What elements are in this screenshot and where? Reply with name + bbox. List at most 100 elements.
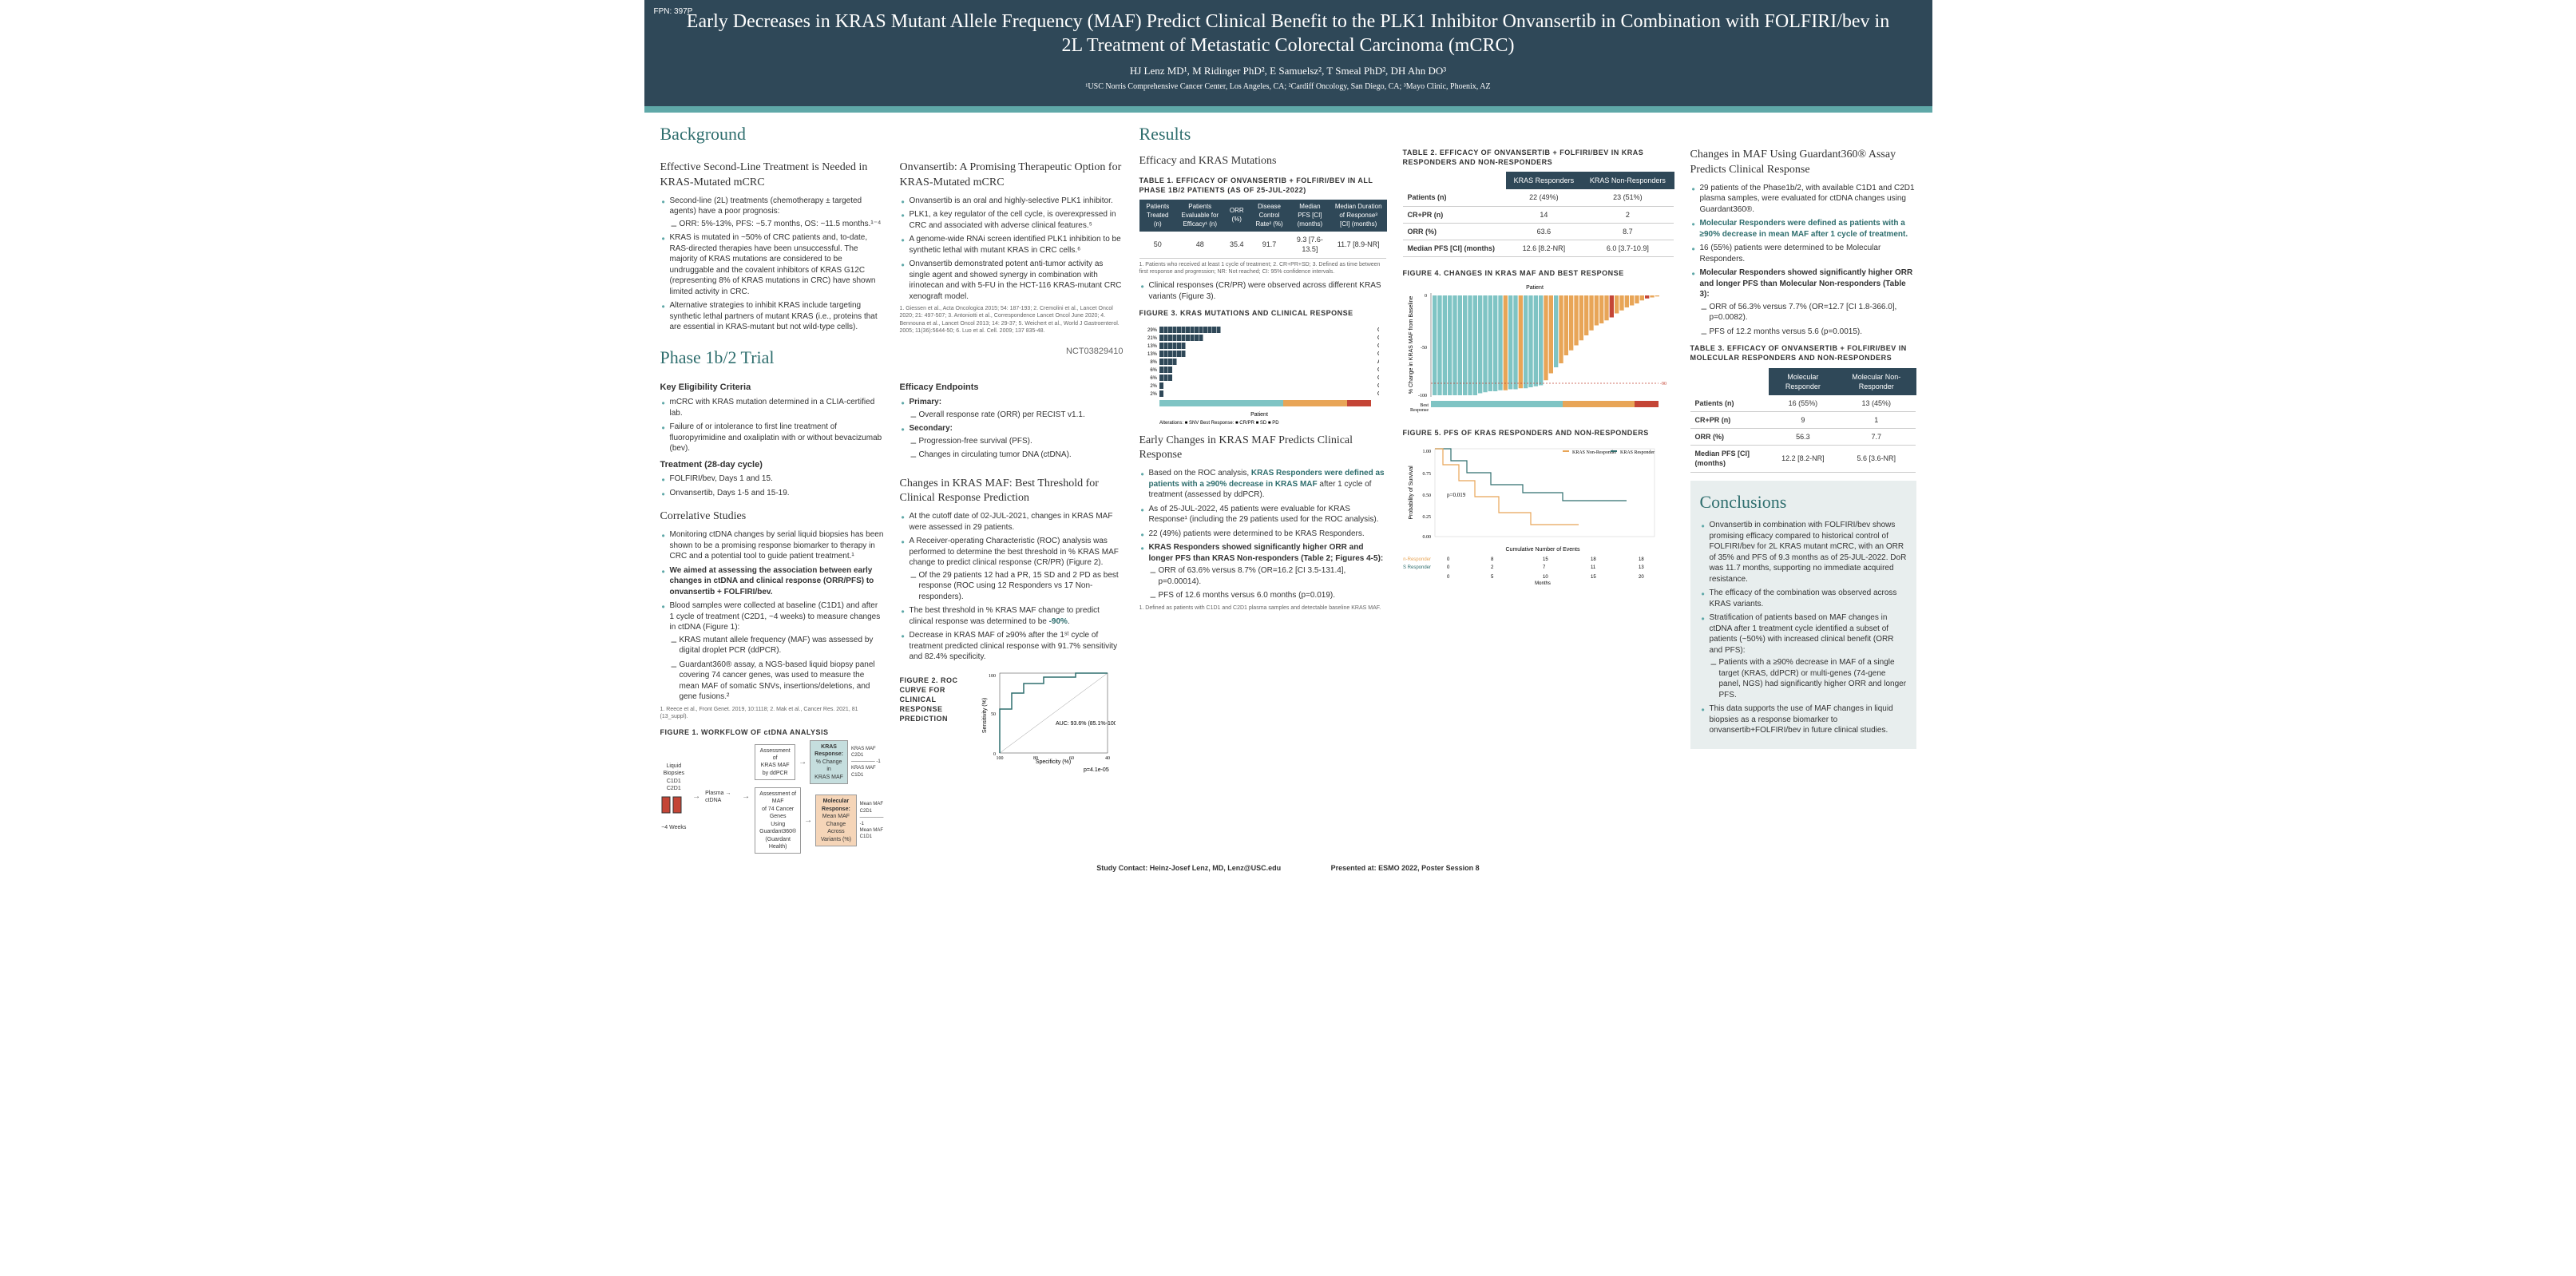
bg-refs: 1. Giessen et al., Acta Oncologica 2015;… xyxy=(900,305,1124,335)
conc-heading: Conclusions xyxy=(1700,490,1907,514)
eff-list: Primary: Overall response rate (ORR) per… xyxy=(900,397,1124,461)
table2: KRAS RespondersKRAS Non-Responders Patie… xyxy=(1403,172,1674,257)
svg-text:0.75: 0.75 xyxy=(1422,472,1431,477)
svg-text:KRAS Non-Responder: KRAS Non-Responder xyxy=(1572,450,1617,455)
svg-text:2: 2 xyxy=(1491,565,1494,570)
fig2-roc-curve: Specificity (%) Sensitivity (%) 100 80 6… xyxy=(980,669,1116,773)
svg-text:Probability of Survival: Probability of Survival xyxy=(1409,466,1414,520)
svg-text:Alterations: ■ SNV Best Resp: Alterations: ■ SNV Best Response: ■ CR/P… xyxy=(1159,421,1279,426)
svg-text:0: 0 xyxy=(1425,294,1427,299)
svg-text:Response: Response xyxy=(1410,408,1429,413)
svg-text:0.25: 0.25 xyxy=(1422,515,1431,520)
bg-list1: Second-line (2L) treatments (chemotherap… xyxy=(660,196,884,333)
svg-text:0: 0 xyxy=(1447,575,1450,580)
fig5-title: FIGURE 5. PFS OF KRAS RESPONDERS AND NON… xyxy=(1403,428,1674,438)
svg-text:10: 10 xyxy=(1543,575,1548,580)
corr-list: Monitoring ctDNA changes by serial liqui… xyxy=(660,529,884,703)
results-heading: Results xyxy=(1139,122,1387,146)
svg-text:-100: -100 xyxy=(1418,394,1427,398)
conc-list: Onvansertib in combination with FOLFIRI/… xyxy=(1700,520,1907,736)
tbl1-footnote: 1. Patients who received at least 1 cycl… xyxy=(1139,261,1387,276)
svg-text:100: 100 xyxy=(996,756,1003,761)
fig1-title: FIGURE 1. WORKFLOW OF ctDNA ANALYSIS xyxy=(660,727,884,737)
svg-text:13%: 13% xyxy=(1147,352,1157,357)
tbl1-title: TABLE 1. EFFICACY OF ONVANSERTIB + FOLFI… xyxy=(1139,176,1387,195)
table3: Molecular ResponderMolecular Non-Respond… xyxy=(1690,368,1916,473)
svg-text:13%: 13% xyxy=(1147,344,1157,349)
eff-heading: Efficacy Endpoints xyxy=(900,382,1124,394)
maf-list: At the cutoff date of 02-JUL-2021, chang… xyxy=(900,511,1124,663)
svg-text:A146T: A146T xyxy=(1377,359,1379,365)
svg-text:G12C: G12C xyxy=(1377,367,1379,373)
early-heading: Early Changes in KRAS MAF Predicts Clini… xyxy=(1139,434,1387,464)
svg-text:Specificity (%): Specificity (%) xyxy=(1035,759,1070,765)
svg-text:6%: 6% xyxy=(1150,376,1157,381)
tbl2-title: TABLE 2. EFFICACY OF ONVANSERTIB + FOLFI… xyxy=(1403,148,1674,167)
maf-heading: Changes in KRAS MAF: Best Threshold for … xyxy=(900,477,1124,507)
svg-text:p=0.019: p=0.019 xyxy=(1447,492,1466,498)
svg-text:13: 13 xyxy=(1639,565,1644,570)
svg-text:-90% Cutoff: -90% Cutoff xyxy=(1660,381,1666,386)
g360-list: 29 patients of the Phase1b/2, with avail… xyxy=(1690,183,1916,338)
bg-sub1: Effective Second-Line Treatment is Neede… xyxy=(660,160,884,191)
svg-text:Sensitivity (%): Sensitivity (%) xyxy=(982,698,988,733)
svg-text:p=4.1e-05: p=4.1e-05 xyxy=(1084,767,1109,773)
svg-text:18: 18 xyxy=(1639,557,1644,562)
svg-text:0: 0 xyxy=(993,752,996,757)
res-sub1: Efficacy and KRAS Mutations xyxy=(1139,154,1387,169)
trial-heading: Phase 1b/2 Trial NCT03829410 xyxy=(660,346,1124,370)
poster-header: FPN: 397P Early Decreases in KRAS Mutant… xyxy=(644,0,1932,106)
bg-sub2: Onvansertib: A Promising Therapeutic Opt… xyxy=(900,160,1124,191)
svg-text:G12S: G12S xyxy=(1377,375,1379,381)
divider-bar xyxy=(644,106,1932,113)
svg-text:0: 0 xyxy=(1447,565,1450,570)
svg-text:60: 60 xyxy=(1069,756,1074,761)
svg-text:0: 0 xyxy=(1447,557,1450,562)
authors: HJ Lenz MD¹, M Ridinger PhD², E Samuelsz… xyxy=(676,64,1900,78)
svg-text:80: 80 xyxy=(1033,756,1038,761)
svg-text:100: 100 xyxy=(989,674,996,679)
treat-heading: Treatment (28-day cycle) xyxy=(660,459,884,471)
kec-heading: Key Eligibility Criteria xyxy=(660,382,884,394)
svg-text:Patient: Patient xyxy=(1526,285,1544,291)
early-list: Based on the ROC analysis, KRAS Responde… xyxy=(1139,468,1387,601)
svg-text:15: 15 xyxy=(1543,557,1548,562)
svg-text:Cumulative Number of Events: Cumulative Number of Events xyxy=(1505,547,1579,553)
svg-text:0.00: 0.00 xyxy=(1422,535,1431,540)
conclusions-box: Conclusions Onvansertib in combination w… xyxy=(1690,481,1916,749)
g360-heading: Changes in MAF Using Guardant360® Assay … xyxy=(1690,148,1916,178)
fig2-title: FIGURE 2. ROC CURVE FOR CLINICAL RESPONS… xyxy=(900,676,972,770)
svg-text:8: 8 xyxy=(1491,557,1494,562)
svg-text:G12D: G12D xyxy=(1377,327,1379,333)
svg-text:2%: 2% xyxy=(1150,384,1157,389)
fig5-km: p=0.019 Probability of Survival 1.00 0.7… xyxy=(1403,441,1666,585)
svg-text:KRAS Responder: KRAS Responder xyxy=(1620,450,1655,455)
svg-text:% Change in KRAS MAF from Base: % Change in KRAS MAF from Baseline xyxy=(1409,296,1414,394)
kec-list: mCRC with KRAS mutation determined in a … xyxy=(660,397,884,454)
svg-text:29%: 29% xyxy=(1147,328,1157,333)
fig3-title: FIGURE 3. KRAS MUTATIONS AND CLINICAL RE… xyxy=(1139,308,1387,318)
tbl3-title: TABLE 3. EFFICACY OF ONVANSERTIB + FOLFI… xyxy=(1690,343,1916,363)
bg-list2: Onvansertib is an oral and highly-select… xyxy=(900,196,1124,303)
svg-text:2%: 2% xyxy=(1150,392,1157,397)
fig4-waterfall: Patient -90% Cutoff 0 -50 -100 % Change … xyxy=(1403,281,1666,417)
corr-heading: Correlative Studies xyxy=(660,509,884,525)
svg-text:7: 7 xyxy=(1543,565,1546,570)
poster-title: Early Decreases in KRAS Mutant Allele Fr… xyxy=(676,10,1900,57)
fpn-label: FPN: 397P xyxy=(654,6,693,18)
trial-id: NCT03829410 xyxy=(1066,346,1124,358)
svg-text:G12V: G12V xyxy=(1377,335,1379,341)
corr-refs: 1. Reece et al., Front Genet. 2019, 10:1… xyxy=(660,706,884,721)
svg-text:1.00: 1.00 xyxy=(1422,450,1431,454)
treat-list: FOLFIRI/bev, Days 1 and 15. Onvansertib,… xyxy=(660,474,884,498)
svg-text:15: 15 xyxy=(1591,575,1596,580)
affiliations: ¹USC Norris Comprehensive Cancer Center,… xyxy=(676,81,1900,93)
svg-text:KRAS Non-Responder: KRAS Non-Responder xyxy=(1403,557,1431,562)
svg-text:-50: -50 xyxy=(1421,346,1427,351)
svg-text:11: 11 xyxy=(1591,565,1596,570)
svg-text:21%: 21% xyxy=(1147,336,1157,341)
table1: Patients Treated (n)Patients Evaluable f… xyxy=(1139,200,1387,259)
svg-text:Months: Months xyxy=(1535,581,1551,585)
fig1-workflow: Liquid BiopsiesC1D1 C2D1~4 Weeks → Plasm… xyxy=(660,740,884,854)
svg-text:G13D: G13D xyxy=(1377,351,1379,357)
